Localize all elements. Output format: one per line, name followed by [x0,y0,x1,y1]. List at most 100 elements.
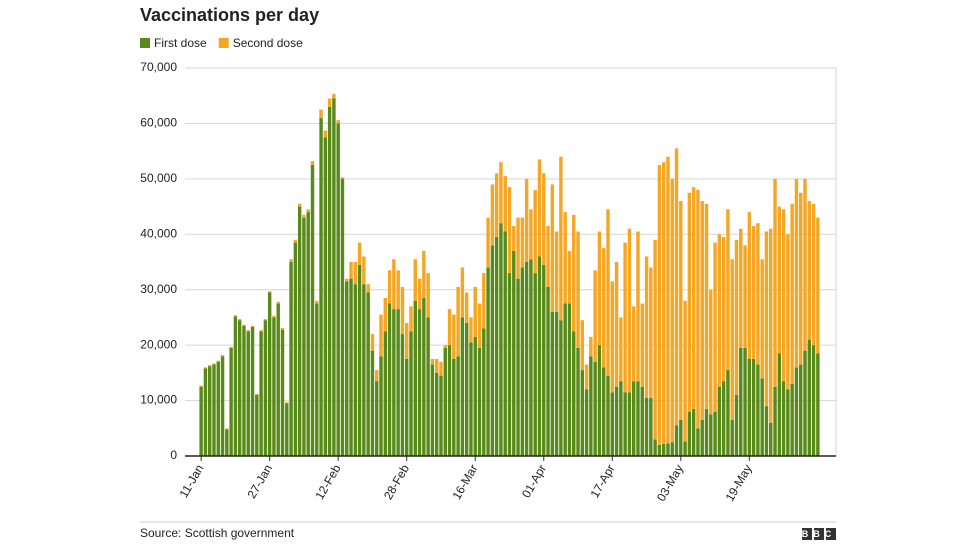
bar [207,365,212,367]
bar [636,381,640,456]
bar [649,267,653,398]
bar [640,303,644,387]
bar [816,217,820,354]
bar [199,386,203,456]
bar [751,359,756,456]
bar [246,331,250,456]
bar [370,334,375,351]
bar [614,386,619,456]
bar [747,212,752,359]
logo: BBC [802,528,836,540]
bar [546,225,550,287]
bar [272,317,276,456]
bar [653,439,657,456]
bar [602,248,606,368]
bar [345,281,349,456]
bar [349,262,353,279]
bar [443,345,447,348]
bar [653,239,657,440]
bar [297,206,302,456]
bar [280,329,285,456]
bar [593,361,597,456]
bar [803,350,807,456]
bar [567,250,572,304]
bar [259,330,263,332]
bar [340,178,345,456]
bar [542,264,546,456]
bar [696,189,700,429]
bar [447,309,452,346]
bar [293,239,298,243]
bar [550,311,555,456]
bar [285,402,289,404]
bar [255,395,259,456]
bar [246,330,250,332]
bar [790,383,794,456]
x-tick-label: 12-Feb [312,462,343,502]
bar [422,298,426,456]
bar [297,203,302,207]
bar [225,428,229,430]
bar [306,212,310,456]
bar [242,325,246,456]
bar [631,381,636,456]
bar [216,360,220,362]
bar [302,214,306,218]
bar [563,303,567,456]
bar [559,156,563,321]
bar [473,336,477,456]
bar [567,303,572,456]
bar [700,419,704,456]
bar [704,203,709,409]
bar [674,425,679,456]
bar [315,303,319,456]
bar [233,315,238,317]
bar [679,419,683,456]
bar [777,353,782,456]
bar [533,189,537,274]
bar [229,346,233,348]
bar [524,178,529,262]
x-tick-label: 16-Mar [449,462,480,502]
bar [636,231,640,382]
bar [687,411,692,456]
bar [327,98,332,107]
legend-swatch [218,38,229,48]
bar [572,331,576,456]
bar [799,364,803,456]
bar [764,231,769,407]
bar [250,325,255,327]
bar [336,120,340,124]
bar [229,347,233,456]
bar [237,320,242,456]
bar [452,314,456,359]
bar [216,361,220,456]
bar [644,397,649,456]
bar [589,336,593,357]
bar [439,375,443,456]
bar [327,106,332,457]
bar [387,303,392,456]
bar [417,278,422,310]
bar [576,231,580,348]
bar [203,368,208,456]
bar [777,206,782,354]
bar [683,300,687,442]
x-tick-label: 11-Jan [176,462,206,500]
bar [289,259,293,262]
bar [207,366,212,456]
bar [405,359,409,456]
bar [400,286,405,335]
legend-swatch [140,38,150,48]
bar [503,231,507,456]
bar [280,327,285,330]
bar [807,201,812,340]
bar [730,259,734,420]
bar [494,237,499,456]
bar [267,291,272,293]
y-tick-label: 50,000 [140,171,177,185]
bar [237,319,242,321]
bar [726,370,730,456]
bar [717,234,722,387]
